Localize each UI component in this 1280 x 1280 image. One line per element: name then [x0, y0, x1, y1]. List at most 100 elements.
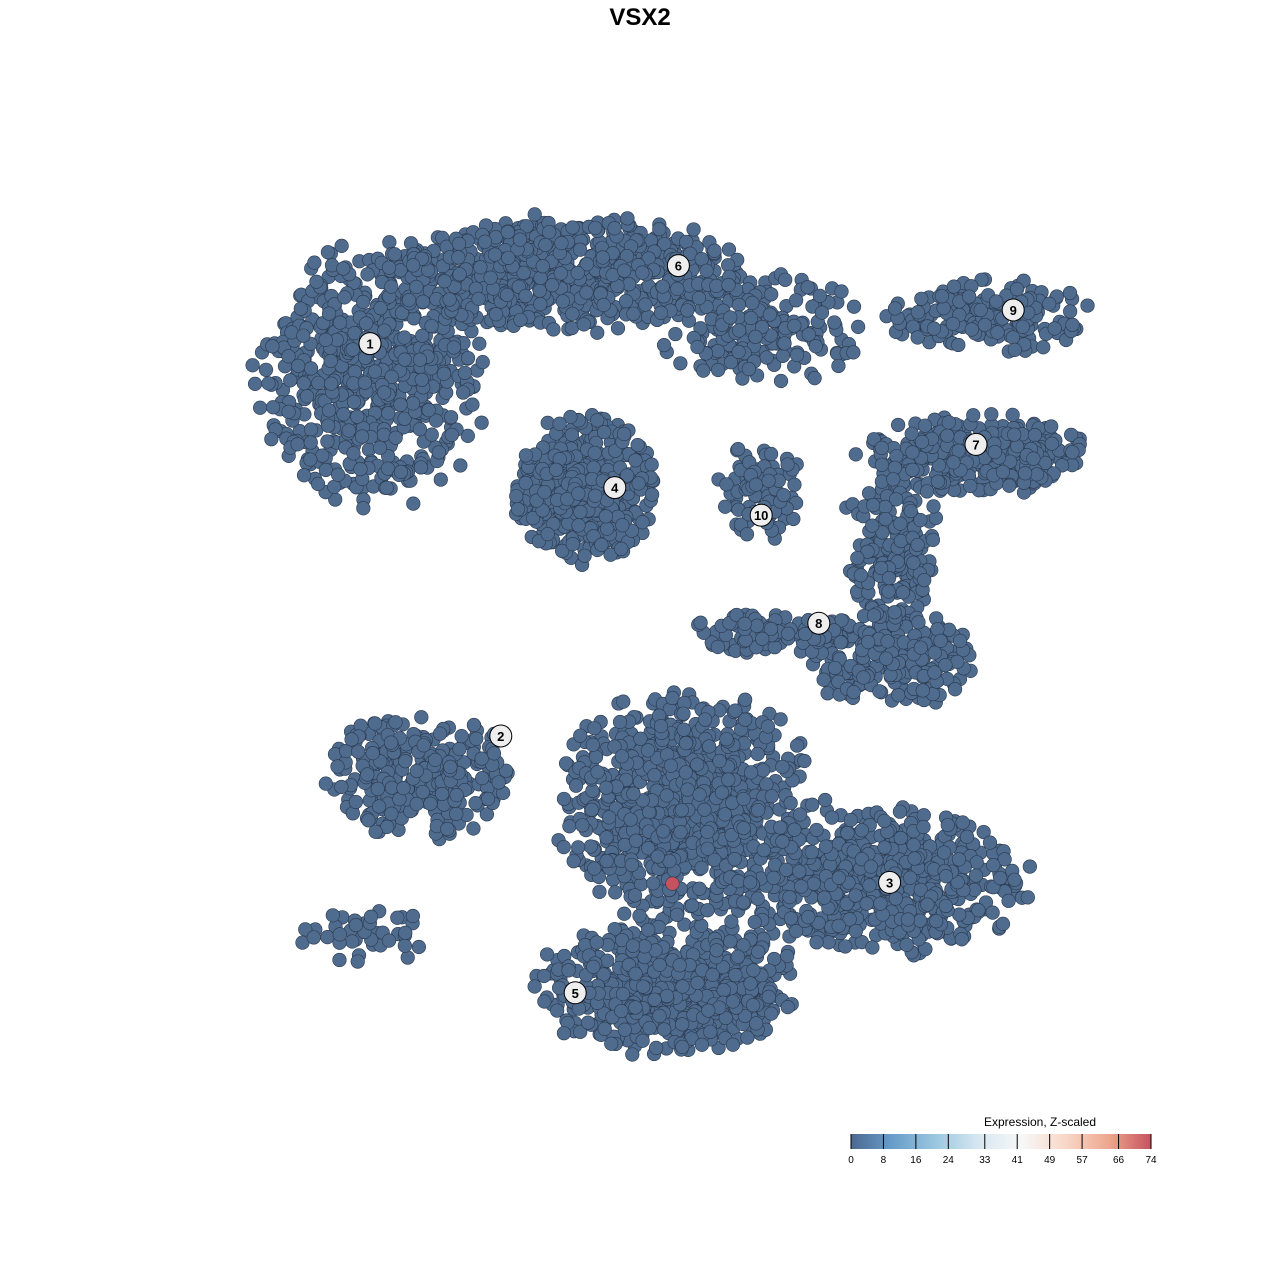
cell-point-cluster-3: [938, 869, 954, 884]
cell-point-cluster-6: [680, 303, 695, 318]
cell-point-cluster-7: [941, 415, 956, 430]
cell-point-cluster-2: [344, 732, 359, 747]
cell-point-cluster-9: [1036, 340, 1051, 355]
cell-point-cluster-10: [719, 477, 734, 492]
cell-point-cluster-8: [880, 634, 895, 649]
cell-point-cluster-9: [973, 302, 988, 318]
cell-point-cluster-5: [604, 1036, 619, 1051]
cell-point-cluster-5: [675, 1017, 690, 1032]
cell-point-cluster-1: [406, 496, 421, 511]
cell-point-cluster-5: [728, 968, 743, 983]
cell-point-cluster-6: [827, 315, 842, 330]
cell-point-cluster-6: [834, 284, 849, 299]
cell-point-cluster-7: [1017, 466, 1033, 481]
cell-point-cluster-6: [621, 277, 637, 292]
cell-point-cluster-1: [296, 376, 311, 391]
cell-point-cluster-4: [598, 509, 613, 524]
cell-point-cluster-3: [971, 903, 986, 918]
cell-point-cluster-2: [350, 954, 365, 969]
cell-point-cluster-1: [296, 328, 311, 343]
cell-point-cluster-1: [382, 235, 397, 250]
cell-point-cluster-9: [946, 279, 961, 294]
cell-point-cluster-1: [424, 427, 439, 442]
cell-point-cluster-6: [501, 250, 516, 266]
cell-point-cluster-1: [381, 406, 396, 421]
cell-point-cluster-1: [353, 461, 368, 477]
cell-point-cluster-1: [413, 460, 429, 475]
cell-point-cluster-10: [730, 441, 746, 457]
cell-point-cluster-8: [737, 616, 752, 631]
cell-point-cluster-3: [968, 868, 984, 883]
cell-point-cluster-5: [746, 998, 761, 1013]
cell-point-cluster-2: [370, 781, 385, 796]
cell-point-cluster-6: [595, 250, 610, 265]
cell-point-cluster-5: [709, 943, 724, 958]
cell-point-cluster-7: [919, 484, 935, 499]
cell-point-cluster-8: [933, 633, 948, 648]
cell-point-cluster-2: [468, 796, 483, 811]
cell-point-cluster-6: [773, 373, 789, 389]
cell-point-cluster-6: [617, 263, 632, 278]
cell-point-cluster-5: [561, 963, 576, 978]
cell-point-cluster-3: [899, 937, 914, 952]
cell-point-cluster-3: [782, 890, 797, 905]
cell-point-cluster-6: [500, 287, 515, 303]
cell-point-cluster-3: [916, 819, 931, 835]
cell-point-cluster-5: [705, 967, 720, 982]
cell-point-cluster-2: [348, 917, 364, 933]
chart-title: VSX2: [609, 4, 671, 31]
cell-point-cluster-1: [415, 328, 430, 343]
cell-point-cluster-4: [537, 485, 552, 500]
cell-point-cluster-7: [850, 550, 865, 566]
cell-point-cluster-3: [877, 813, 892, 829]
cell-point-cluster-3: [1007, 872, 1022, 887]
cell-point-cluster-6: [381, 260, 397, 275]
cell-point-cluster-1: [320, 245, 336, 260]
cell-point-cluster-5: [527, 979, 542, 994]
cell-point-cluster-3: [821, 935, 836, 950]
cell-point-cluster-6: [668, 326, 683, 342]
cell-point-cluster-1: [444, 427, 459, 443]
cell-point-cluster-8: [781, 626, 796, 641]
cell-point-cluster-2: [405, 908, 421, 924]
cell-point-cluster-1: [465, 397, 480, 412]
cell-point-cluster-3: [843, 812, 858, 828]
cell-point-cluster-6: [579, 285, 594, 300]
cell-point-cluster-4: [588, 488, 603, 503]
cell-point-cluster-7: [926, 499, 941, 514]
cell-point-cluster-6: [500, 224, 515, 240]
cell-point-cluster-7: [905, 445, 920, 460]
cell-point-cluster-10: [748, 477, 764, 492]
cell-point-cluster-5: [597, 1021, 612, 1036]
cell-point-cluster-1: [453, 458, 468, 473]
cell-point-cluster-1: [397, 330, 412, 345]
cell-point-cluster-1: [421, 402, 436, 418]
cell-point-cluster-6: [532, 283, 547, 298]
cell-point-cluster-1: [357, 375, 372, 390]
cell-point-cluster-6: [851, 319, 866, 334]
cell-point-cluster-7: [891, 417, 906, 433]
cell-point-cluster-1: [460, 350, 476, 366]
cell-point-cluster-1: [376, 427, 391, 442]
cell-point-cluster-1: [315, 448, 330, 463]
cell-point-cluster-1: [474, 415, 489, 430]
cell-point-cluster-2: [306, 930, 321, 945]
cell-point-cluster-1: [283, 373, 298, 388]
cell-point-cluster-6: [451, 250, 466, 265]
cell-point-cluster-3: [1001, 893, 1016, 908]
cell-point-cluster-2: [388, 715, 403, 730]
cell-point-cluster-6: [670, 281, 685, 297]
cell-point-cluster-6: [384, 279, 399, 294]
cell-point-cluster-2: [432, 726, 448, 741]
cell-point-cluster-6: [777, 336, 792, 351]
cell-point-cluster-1: [457, 365, 473, 380]
cell-point-cluster-2: [348, 794, 363, 810]
cell-point-cluster-1: [397, 352, 412, 367]
cell-point-cluster-7: [963, 478, 978, 494]
cell-point-cluster-7: [874, 440, 889, 456]
cell-point-cluster-5: [690, 975, 705, 991]
cell-point-cluster-4: [615, 518, 630, 533]
cell-point-cluster-3: [907, 851, 922, 866]
cell-point-cluster-6: [533, 270, 548, 285]
cell-point-cluster-9: [951, 337, 966, 353]
